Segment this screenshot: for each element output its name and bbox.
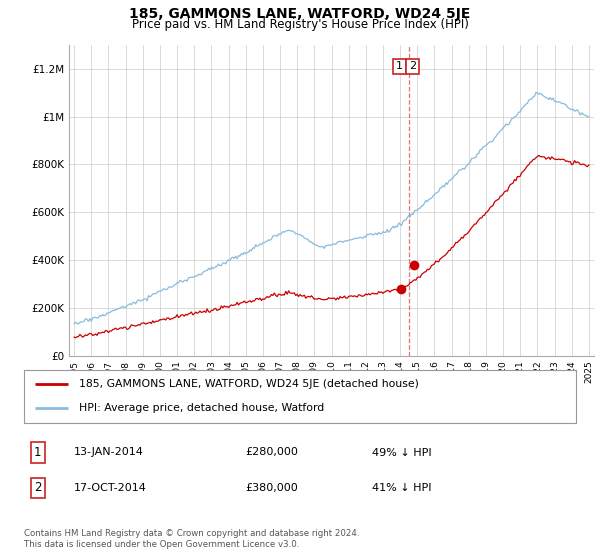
Text: 185, GAMMONS LANE, WATFORD, WD24 5JE (detached house): 185, GAMMONS LANE, WATFORD, WD24 5JE (de… bbox=[79, 379, 419, 389]
Text: 49% ↓ HPI: 49% ↓ HPI bbox=[372, 447, 431, 458]
Text: £280,000: £280,000 bbox=[245, 447, 298, 458]
Text: HPI: Average price, detached house, Watford: HPI: Average price, detached house, Watf… bbox=[79, 403, 325, 413]
Text: 2: 2 bbox=[409, 61, 416, 71]
Text: Price paid vs. HM Land Registry's House Price Index (HPI): Price paid vs. HM Land Registry's House … bbox=[131, 18, 469, 31]
Text: 41% ↓ HPI: 41% ↓ HPI bbox=[372, 483, 431, 493]
Text: £380,000: £380,000 bbox=[245, 483, 298, 493]
Text: 1: 1 bbox=[396, 61, 403, 71]
Text: 2: 2 bbox=[34, 481, 41, 494]
Text: Contains HM Land Registry data © Crown copyright and database right 2024.
This d: Contains HM Land Registry data © Crown c… bbox=[24, 529, 359, 549]
Text: 1: 1 bbox=[34, 446, 41, 459]
Text: 13-JAN-2014: 13-JAN-2014 bbox=[74, 447, 143, 458]
Text: 17-OCT-2014: 17-OCT-2014 bbox=[74, 483, 146, 493]
Text: 185, GAMMONS LANE, WATFORD, WD24 5JE: 185, GAMMONS LANE, WATFORD, WD24 5JE bbox=[130, 7, 470, 21]
